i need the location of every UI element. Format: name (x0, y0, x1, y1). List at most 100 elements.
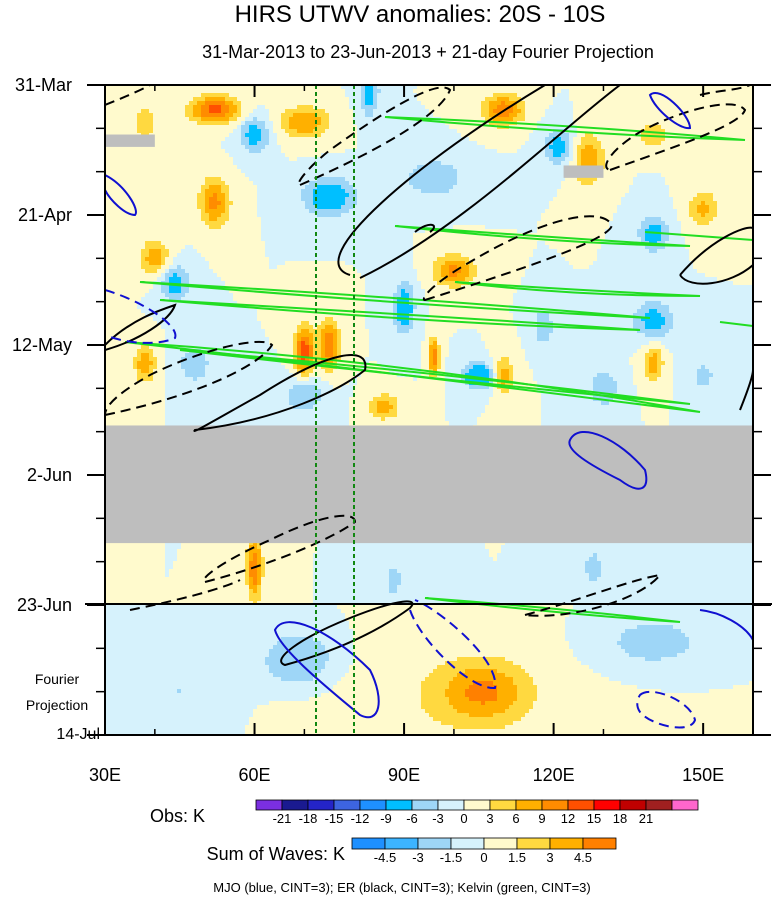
field-cell (657, 105, 662, 110)
field-cell (609, 109, 614, 114)
field-cell (289, 177, 294, 182)
field-cell (673, 137, 678, 142)
field-cell (265, 109, 270, 114)
field-cell (705, 117, 710, 122)
field-cell (273, 133, 278, 138)
field-cell (605, 137, 610, 142)
field-cell (633, 93, 638, 98)
field-cell (297, 197, 302, 202)
field-cell (485, 137, 490, 142)
field-cell (577, 161, 582, 166)
field-cell (489, 121, 494, 126)
field-cell (309, 117, 314, 122)
field-cell (713, 89, 718, 94)
field-cell (509, 193, 514, 198)
field-cell (497, 145, 502, 150)
field-cell (169, 197, 174, 202)
field-cell (181, 101, 186, 106)
field-cell (529, 85, 534, 90)
field-cell (197, 169, 202, 174)
field-cell (185, 205, 190, 210)
field-cell (273, 189, 278, 194)
field-cell (561, 101, 566, 106)
field-cell (437, 133, 442, 138)
field-cell (285, 89, 290, 94)
field-cell (481, 201, 486, 206)
field-cell (117, 197, 122, 202)
field-cell (321, 125, 326, 130)
field-cell (369, 133, 374, 138)
field-cell (653, 105, 658, 110)
field-cell (381, 105, 386, 110)
field-cell (277, 193, 282, 198)
field-cell (349, 89, 354, 94)
field-cell (657, 85, 662, 90)
field-cell (221, 181, 226, 186)
field-cell (253, 173, 258, 178)
field-cell (677, 173, 682, 178)
field-cell (709, 177, 714, 182)
field-cell (293, 169, 298, 174)
field-cell (693, 149, 698, 154)
field-cell (517, 97, 522, 102)
field-cell (641, 113, 646, 118)
field-cell (413, 181, 418, 186)
field-cell (613, 129, 618, 134)
field-cell (109, 161, 114, 166)
field-cell (429, 93, 434, 98)
field-cell (353, 89, 358, 94)
field-cell (317, 133, 322, 138)
field-cell (181, 93, 186, 98)
field-cell (597, 149, 602, 154)
field-cell (209, 129, 214, 134)
field-cell (397, 89, 402, 94)
field-cell (749, 125, 753, 130)
field-cell (305, 201, 310, 206)
field-cell (645, 145, 650, 150)
field-cell (661, 85, 666, 90)
field-cell (269, 157, 274, 162)
field-cell (677, 197, 682, 202)
field-cell (461, 157, 466, 162)
field-cell (613, 101, 618, 106)
field-cell (669, 137, 674, 142)
field-cell (585, 101, 590, 106)
field-cell (237, 133, 242, 138)
field-cell (585, 145, 590, 150)
field-cell (737, 109, 742, 114)
field-cell (721, 197, 726, 202)
field-cell (661, 141, 666, 146)
field-cell (505, 185, 510, 190)
field-cell (689, 149, 694, 154)
field-cell (325, 201, 330, 206)
field-cell (397, 157, 402, 162)
field-cell (209, 153, 214, 158)
field-cell (453, 181, 458, 186)
field-cell (185, 173, 190, 178)
field-cell (489, 161, 494, 166)
field-cell (337, 117, 342, 122)
field-cell (633, 193, 638, 198)
field-cell (269, 85, 274, 90)
field-cell (561, 97, 566, 102)
field-cell (581, 141, 586, 146)
field-cell (421, 193, 426, 198)
field-cell (489, 105, 494, 110)
field-cell (369, 141, 374, 146)
field-cell (281, 109, 286, 114)
field-cell (261, 173, 266, 178)
field-cell (613, 189, 618, 194)
field-cell (233, 105, 238, 110)
field-cell (553, 109, 558, 114)
field-cell (201, 177, 206, 182)
field-cell (461, 149, 466, 154)
field-cell (693, 97, 698, 102)
field-cell (417, 173, 422, 178)
field-cell (457, 181, 462, 186)
field-cell (505, 97, 510, 102)
field-cell (445, 97, 450, 102)
field-cell (597, 137, 602, 142)
field-cell (465, 93, 470, 98)
field-cell (721, 161, 726, 166)
field-cell (213, 89, 218, 94)
